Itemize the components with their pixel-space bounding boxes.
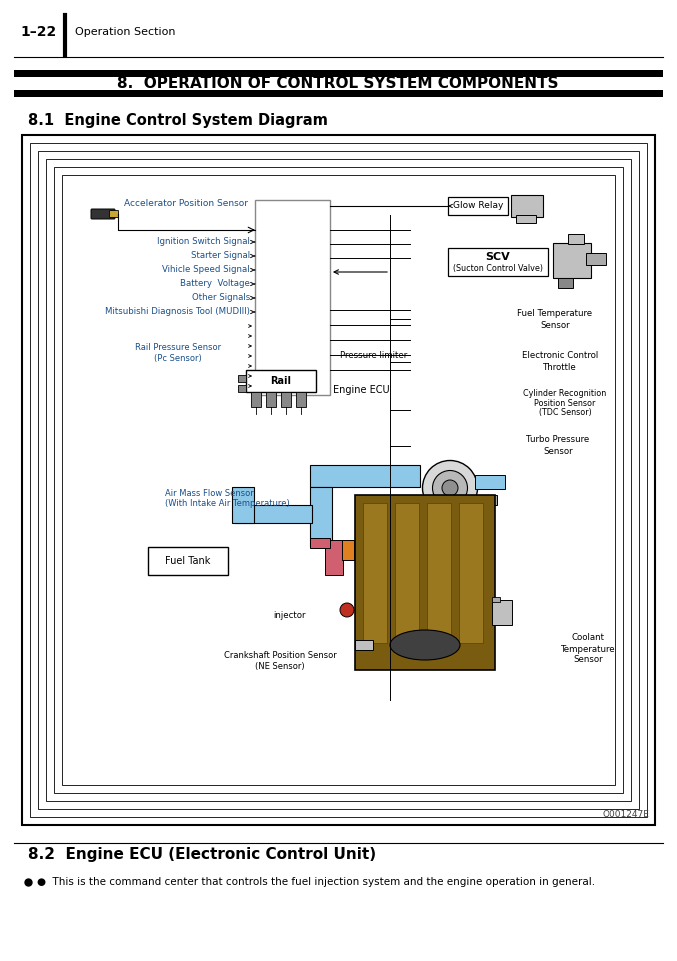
Bar [342, 540, 354, 560]
Text: 8.2  Engine ECU (Electronic Control Unit): 8.2 Engine ECU (Electronic Control Unit) [28, 847, 376, 862]
Text: (NE Sensor): (NE Sensor) [255, 661, 305, 671]
Text: Operation Section: Operation Section [75, 27, 175, 37]
Text: (Sucton Control Valve): (Sucton Control Valve) [453, 263, 543, 273]
Text: Fuel Tank: Fuel Tank [165, 556, 211, 566]
Bar [475, 475, 505, 489]
Text: Ignition Switch Signal: Ignition Switch Signal [157, 237, 250, 247]
Bar [325, 540, 343, 575]
Bar [54, 167, 623, 793]
Bar [492, 597, 500, 602]
Text: Mitsubishi Diagnosis Tool (MUDIII): Mitsubishi Diagnosis Tool (MUDIII) [105, 308, 250, 316]
Bar [281, 392, 291, 407]
Text: Fuel Temperature: Fuel Temperature [517, 308, 592, 317]
Bar [255, 200, 330, 395]
Text: Position Sensor: Position Sensor [534, 399, 596, 407]
Text: Pressure limiter: Pressure limiter [340, 351, 408, 359]
Bar [232, 487, 254, 523]
Bar [516, 215, 536, 223]
Bar [395, 503, 419, 643]
Bar [586, 253, 606, 265]
Text: Rail: Rail [271, 376, 292, 386]
Bar [355, 640, 373, 650]
Bar [30, 143, 647, 817]
Ellipse shape [433, 471, 468, 505]
Text: ●  This is the command center that controls the fuel injection system and the en: ● This is the command center that contro… [37, 877, 595, 887]
Bar [492, 600, 512, 625]
Text: Battery  Voltage: Battery Voltage [180, 280, 250, 288]
Bar [448, 197, 508, 215]
Text: Sensor: Sensor [573, 655, 603, 664]
Bar [310, 465, 420, 487]
Bar [235, 505, 312, 523]
Text: Other Signals: Other Signals [192, 293, 250, 303]
Ellipse shape [442, 480, 458, 496]
Text: Electronic Control: Electronic Control [522, 351, 598, 359]
Bar [296, 392, 306, 407]
Bar [38, 151, 639, 809]
FancyBboxPatch shape [110, 210, 118, 217]
Bar [310, 487, 332, 547]
Text: Rail Pressure Sensor: Rail Pressure Sensor [135, 343, 221, 353]
Text: Glow Relay: Glow Relay [453, 202, 503, 210]
Text: Sensor: Sensor [540, 321, 570, 330]
Text: (Pc Sensor): (Pc Sensor) [154, 354, 202, 362]
Bar [558, 278, 573, 288]
Text: Coolant: Coolant [571, 633, 605, 643]
Text: injector: injector [274, 610, 306, 620]
Text: SCV: SCV [485, 252, 510, 262]
Bar [246, 370, 316, 392]
Text: Starter Signal: Starter Signal [191, 252, 250, 260]
Text: Engine ECU: Engine ECU [333, 385, 390, 395]
Text: Crankshaft Position Sensor: Crankshaft Position Sensor [223, 651, 336, 659]
Text: Sensor: Sensor [543, 448, 573, 456]
Bar [238, 385, 246, 392]
Text: Air Mass Flow Sensor: Air Mass Flow Sensor [165, 488, 254, 498]
Text: Temperature: Temperature [561, 645, 615, 653]
Bar [310, 538, 330, 548]
Text: 8.  OPERATION OF CONTROL SYSTEM COMPONENTS: 8. OPERATION OF CONTROL SYSTEM COMPONENT… [117, 76, 559, 90]
Bar [251, 392, 261, 407]
Bar [448, 248, 548, 276]
Text: Vihicle Speed Signal: Vihicle Speed Signal [162, 265, 250, 275]
Bar [14, 77, 663, 90]
Ellipse shape [390, 630, 460, 660]
Bar [472, 495, 497, 505]
Text: Q001247E: Q001247E [602, 810, 649, 819]
Bar [427, 503, 451, 643]
Bar [22, 135, 655, 825]
Text: (TDC Sensor): (TDC Sensor) [539, 408, 592, 417]
Text: Throttle: Throttle [543, 362, 577, 372]
Bar [568, 234, 584, 244]
Text: Turbo Pressure: Turbo Pressure [527, 435, 590, 445]
Ellipse shape [340, 603, 354, 617]
Bar [459, 503, 483, 643]
Bar [148, 547, 228, 575]
Text: Cylinder Recognition: Cylinder Recognition [523, 388, 607, 398]
Text: 8.1  Engine Control System Diagram: 8.1 Engine Control System Diagram [28, 113, 328, 128]
Bar [62, 175, 615, 785]
Bar [14, 90, 663, 97]
Text: (With Intake Air Temperature): (With Intake Air Temperature) [165, 500, 290, 508]
Bar [363, 503, 387, 643]
Bar [355, 495, 495, 670]
Bar [511, 195, 543, 217]
Bar [238, 375, 246, 382]
Bar [46, 159, 631, 801]
Ellipse shape [422, 460, 477, 515]
Text: 1–22: 1–22 [20, 25, 56, 39]
Bar [266, 392, 276, 407]
Text: Accelerator Position Sensor: Accelerator Position Sensor [124, 199, 248, 208]
FancyBboxPatch shape [91, 209, 115, 219]
Bar [14, 70, 663, 77]
Bar [553, 243, 591, 278]
Bar [0, 0, 677, 65]
